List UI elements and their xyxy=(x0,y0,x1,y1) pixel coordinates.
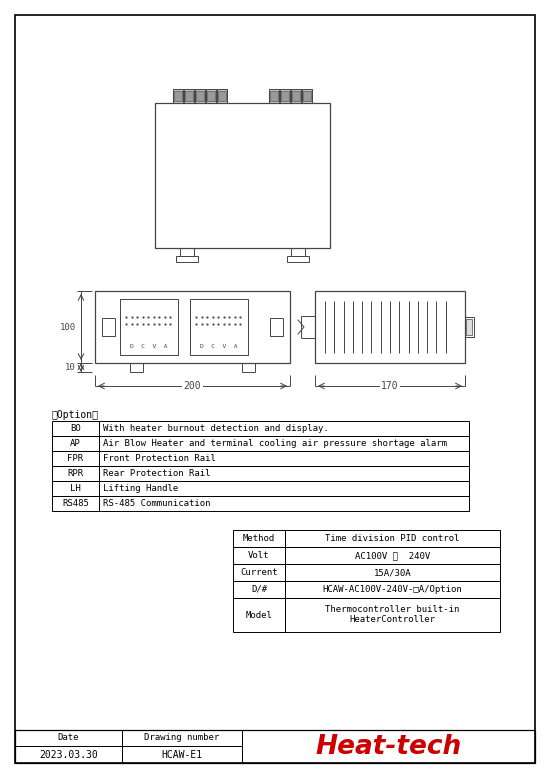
Bar xyxy=(269,89,279,103)
Text: Current: Current xyxy=(240,568,278,577)
Bar xyxy=(52,436,469,451)
Bar xyxy=(315,291,465,363)
Bar xyxy=(302,89,312,103)
Bar xyxy=(15,730,535,763)
Text: 100: 100 xyxy=(60,323,76,331)
Bar xyxy=(281,91,289,101)
Bar xyxy=(102,318,115,336)
Bar xyxy=(206,89,216,103)
Text: Thermocontroller built-in: Thermocontroller built-in xyxy=(325,605,460,615)
Text: Volt: Volt xyxy=(248,551,270,560)
Bar xyxy=(287,256,309,262)
Bar xyxy=(233,581,500,598)
Text: Date: Date xyxy=(58,734,79,742)
Bar xyxy=(52,481,469,496)
Bar xyxy=(174,91,182,101)
Text: RPR: RPR xyxy=(68,469,84,478)
Text: HeaterController: HeaterController xyxy=(349,615,436,625)
Bar xyxy=(270,91,278,101)
Bar xyxy=(52,421,469,436)
Text: Drawing number: Drawing number xyxy=(144,734,219,742)
Text: AC100V ～  240V: AC100V ～ 240V xyxy=(355,551,430,560)
Bar xyxy=(185,91,193,101)
Text: 170: 170 xyxy=(381,381,399,391)
Text: Model: Model xyxy=(245,611,272,619)
Bar xyxy=(52,451,469,466)
Bar xyxy=(52,496,469,511)
Text: D/#: D/# xyxy=(251,585,267,594)
Bar xyxy=(173,89,183,103)
Bar xyxy=(291,248,305,256)
Bar xyxy=(233,564,500,581)
Text: 15A/30A: 15A/30A xyxy=(373,568,411,577)
Bar xyxy=(155,103,330,248)
Bar xyxy=(120,299,178,355)
Text: 10: 10 xyxy=(65,363,76,372)
Bar xyxy=(184,89,194,103)
Text: ［Option］: ［Option］ xyxy=(52,410,99,420)
Bar xyxy=(217,89,227,103)
Text: LH: LH xyxy=(70,484,81,493)
Bar xyxy=(176,256,198,262)
Text: Rear Protection Rail: Rear Protection Rail xyxy=(103,469,211,478)
Bar xyxy=(233,547,500,564)
Text: Time division PID control: Time division PID control xyxy=(325,534,460,543)
Bar xyxy=(466,319,472,335)
Text: HCAW-E1: HCAW-E1 xyxy=(162,750,202,760)
Bar xyxy=(303,91,311,101)
Text: Heat-tech: Heat-tech xyxy=(315,734,461,759)
Bar xyxy=(195,89,205,103)
Text: 2023.03.30: 2023.03.30 xyxy=(39,750,98,760)
Text: 200: 200 xyxy=(184,381,201,391)
Text: FPR: FPR xyxy=(68,454,84,463)
Text: RS-485 Communication: RS-485 Communication xyxy=(103,499,211,508)
Bar xyxy=(270,318,283,336)
Bar xyxy=(180,248,194,256)
Bar xyxy=(233,598,500,632)
Text: AP: AP xyxy=(70,439,81,448)
Bar xyxy=(292,91,300,101)
Bar xyxy=(233,530,500,547)
Text: D  C  V  A: D C V A xyxy=(200,344,238,349)
Bar xyxy=(280,89,290,103)
Text: RS485: RS485 xyxy=(62,499,89,508)
Text: HCAW-AC100V-240V-□A/Option: HCAW-AC100V-240V-□A/Option xyxy=(323,585,463,594)
Bar xyxy=(52,466,469,481)
Text: With heater burnout detection and display.: With heater burnout detection and displa… xyxy=(103,424,329,433)
Bar xyxy=(207,91,215,101)
Bar xyxy=(95,291,290,363)
Bar xyxy=(291,89,301,103)
Text: D  C  V  A: D C V A xyxy=(130,344,168,349)
Text: BO: BO xyxy=(70,424,81,433)
Text: Air Blow Heater and terminal cooling air pressure shortage alarm: Air Blow Heater and terminal cooling air… xyxy=(103,439,447,448)
Text: Lifting Handle: Lifting Handle xyxy=(103,484,178,493)
Bar xyxy=(190,299,248,355)
Bar xyxy=(196,91,204,101)
Bar xyxy=(218,91,226,101)
Text: Front Protection Rail: Front Protection Rail xyxy=(103,454,216,463)
Text: Method: Method xyxy=(243,534,275,543)
Bar xyxy=(465,317,474,337)
